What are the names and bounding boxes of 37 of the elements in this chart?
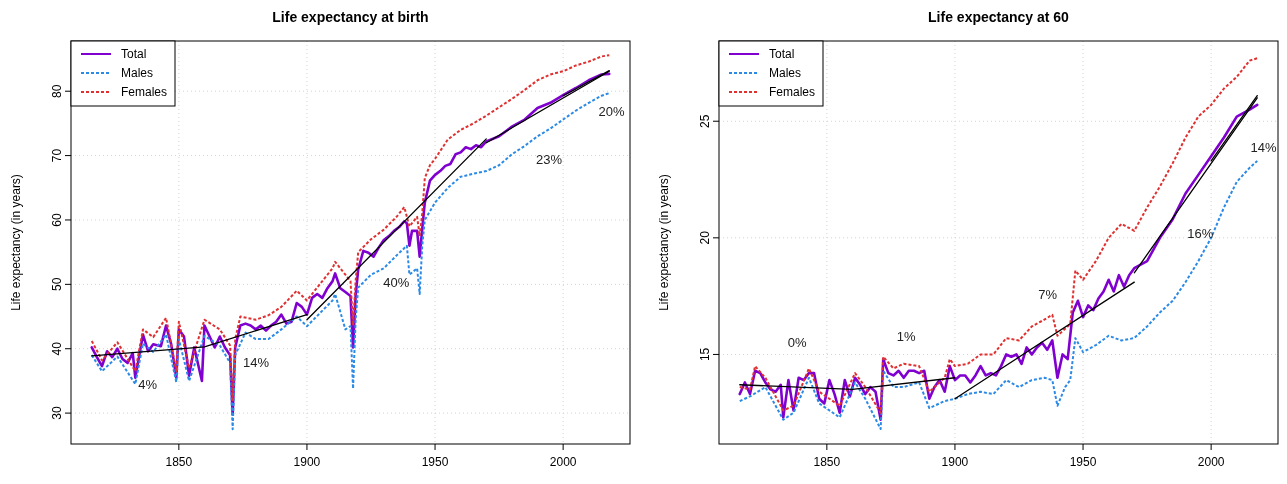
y-tick-label: 25 bbox=[698, 114, 712, 128]
chart-title: Life expectancy at birth bbox=[272, 9, 429, 25]
y-tick-label: 40 bbox=[50, 341, 64, 356]
legend-label: Total bbox=[121, 47, 147, 61]
annotation: 7% bbox=[1038, 287, 1058, 303]
legend-label: Males bbox=[769, 66, 802, 80]
annotation: 40% bbox=[383, 275, 410, 291]
y-tick-label: 60 bbox=[50, 212, 64, 227]
x-tick-label: 1950 bbox=[1069, 455, 1097, 469]
x-tick-label: 1850 bbox=[813, 455, 841, 469]
y-tick-label: 80 bbox=[50, 84, 64, 98]
x-tick-label: 1850 bbox=[165, 455, 193, 469]
annotation: 14% bbox=[1250, 140, 1277, 156]
chart-title: Life expectancy at 60 bbox=[928, 9, 1070, 25]
annotation: 23% bbox=[535, 151, 563, 167]
x-tick-label: 1900 bbox=[941, 455, 969, 469]
y-tick-label: 70 bbox=[50, 148, 64, 163]
y-tick-label: 15 bbox=[698, 347, 712, 362]
annotation: 0% bbox=[787, 334, 808, 350]
annotation: 14% bbox=[243, 355, 270, 371]
y-axis-title: Life expectancy (in years) bbox=[657, 174, 671, 311]
legend-label: Females bbox=[121, 85, 168, 99]
legend-label: Males bbox=[121, 66, 154, 80]
x-tick-label: 1900 bbox=[293, 455, 321, 469]
y-tick-label: 30 bbox=[50, 406, 64, 420]
x-tick-label: 2000 bbox=[1197, 455, 1225, 469]
y-axis-title: Life expectancy (in years) bbox=[9, 174, 23, 311]
x-tick-label: 2000 bbox=[549, 455, 577, 469]
legend-label: Females bbox=[769, 85, 816, 99]
annotation: 4% bbox=[138, 377, 158, 393]
y-tick-label: 20 bbox=[698, 230, 712, 245]
legend-label: Total bbox=[769, 47, 795, 61]
x-tick-label: 1950 bbox=[421, 455, 449, 469]
y-tick-label: 50 bbox=[50, 277, 64, 292]
annotation: 16% bbox=[1187, 225, 1214, 241]
annotation: 1% bbox=[896, 329, 917, 345]
annotation: 20% bbox=[598, 103, 625, 119]
